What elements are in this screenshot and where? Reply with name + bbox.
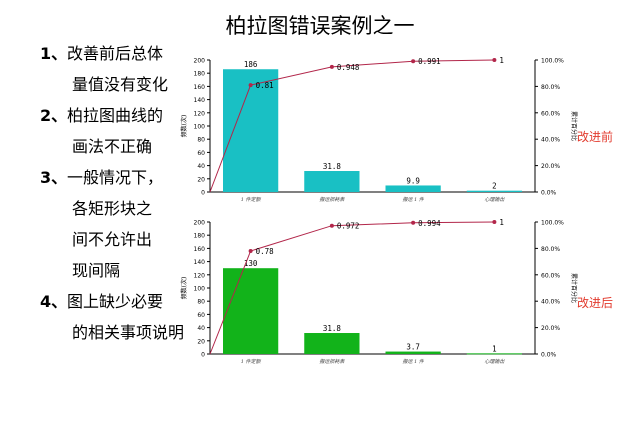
y2-tick-label: 20.0% xyxy=(541,163,560,170)
point-2-line-2: 画法不正确 xyxy=(72,137,153,156)
y2-tick-label: 0.0% xyxy=(541,190,557,197)
y-tick-label: 120 xyxy=(194,272,206,279)
category-label: 心理输出 xyxy=(484,358,505,364)
cumulative-point xyxy=(248,249,253,254)
y-tick-label: 0 xyxy=(201,190,205,197)
bar-2 xyxy=(304,333,360,354)
bar-3 xyxy=(385,351,441,354)
y-tick-label: 80 xyxy=(197,137,205,144)
cumulative-label: 0.81 xyxy=(256,81,274,90)
y2-tick-label: 80.0% xyxy=(541,84,560,91)
y-tick-label: 40 xyxy=(197,325,205,332)
y2-tick-label: 40.0% xyxy=(541,137,560,144)
points-list: 1、改善前后总体 量值没有变化 2、柏拉图曲线的 画法不正确 3、一般情况下， … xyxy=(40,38,200,348)
pareto-chart-after: 0 20 40 60 80 100 120 140 160 180 200 0.0% 20.0% 40.0… xyxy=(170,214,630,364)
cumulative-point xyxy=(329,223,334,228)
category-label: 1 件定额 xyxy=(241,358,262,364)
y2-tick-label: 100.0% xyxy=(541,220,564,227)
cumulative-label: 0.994 xyxy=(418,219,441,228)
slide-title: 柏拉图错误案例之一 xyxy=(225,14,415,38)
bar-value-label: 1 xyxy=(492,344,497,353)
category-label: 搬运损耗表 xyxy=(319,358,345,364)
cumulative-label: 0.948 xyxy=(337,63,360,72)
category-label: 搬运 1 件 xyxy=(402,358,424,364)
y-tick-label: 180 xyxy=(194,233,206,240)
y-tick-label: 200 xyxy=(194,58,206,65)
y-tick-label: 140 xyxy=(194,97,206,104)
y2-tick-label: 60.0% xyxy=(541,272,560,279)
y-axis-title: 频数(次) xyxy=(180,115,188,138)
point-1-line-1: 1、改善前后总体 xyxy=(40,44,164,63)
y-tick-label: 160 xyxy=(194,84,206,91)
point-4-line-1: 4、图上缺少必要 xyxy=(40,292,164,311)
bar-value-label: 3.7 xyxy=(406,343,420,352)
point-4-line-2: 的相关事项说明 xyxy=(72,323,185,342)
point-3-line-4: 现间隔 xyxy=(72,261,121,280)
cumulative-point xyxy=(329,64,334,69)
point-2-line-1: 2、柏拉图曲线的 xyxy=(40,106,164,125)
category-label: 心理输出 xyxy=(484,196,505,202)
cumulative-point xyxy=(411,220,416,225)
y2-tick-label: 80.0% xyxy=(541,246,560,253)
cumulative-label: 0.991 xyxy=(418,57,441,66)
y-tick-label: 160 xyxy=(194,246,206,253)
cumulative-point xyxy=(411,59,416,64)
cumulative-point xyxy=(492,220,497,224)
y-axis-title: 频数(次) xyxy=(180,277,188,300)
y2-axis-title: 累计百分比 xyxy=(570,273,578,303)
bar-value-label: 186 xyxy=(244,60,258,69)
bar-3 xyxy=(385,185,441,192)
y-tick-label: 20 xyxy=(197,338,205,345)
y-tick-label: 60 xyxy=(197,150,205,157)
point-3-line-2: 各矩形块之 xyxy=(72,199,153,218)
y-tick-label: 60 xyxy=(197,312,205,319)
y-tick-label: 180 xyxy=(194,71,206,78)
bar-value-label: 2 xyxy=(492,182,497,191)
cumulative-label: 0.972 xyxy=(337,222,360,231)
cumulative-label: 0.78 xyxy=(256,247,275,256)
cumulative-label: 1 xyxy=(499,218,504,227)
y-tick-label: 80 xyxy=(197,299,205,306)
y-tick-label: 40 xyxy=(197,163,205,170)
y-tick-label: 200 xyxy=(194,220,206,227)
y2-tick-label: 60.0% xyxy=(541,110,560,117)
point-3-line-3: 间不允许出 xyxy=(72,230,153,249)
y2-tick-label: 0.0% xyxy=(541,352,557,359)
after-label: 改进后 xyxy=(577,296,614,310)
bar-1 xyxy=(223,69,279,192)
y-tick-label: 100 xyxy=(194,286,206,293)
category-label: 1 件定额 xyxy=(241,196,262,202)
pareto-chart-before-svg: 0 20 40 60 80 100 120 140 160 180 200 0.0% 20.0% 40.0… xyxy=(180,56,578,202)
bar-1 xyxy=(223,268,279,354)
bar-value-label: 130 xyxy=(244,259,258,268)
y-tick-label: 20 xyxy=(197,176,205,183)
y2-tick-label: 20.0% xyxy=(541,325,560,332)
category-label: 搬运损耗表 xyxy=(319,196,345,202)
bar-value-label: 31.8 xyxy=(323,162,342,171)
cumulative-point xyxy=(492,58,497,62)
bar-value-label: 31.8 xyxy=(323,324,342,333)
y-tick-label: 100 xyxy=(194,124,206,131)
y-tick-label: 140 xyxy=(194,259,206,266)
before-label: 改进前 xyxy=(577,130,614,144)
y-tick-label: 120 xyxy=(194,110,206,117)
bar-2 xyxy=(304,171,360,192)
y-tick-label: 0 xyxy=(201,352,205,359)
pareto-chart-before: 0 20 40 60 80 100 120 140 160 180 200 0.0% 20.0% 40.0… xyxy=(170,52,630,202)
cumulative-label: 1 xyxy=(499,56,504,65)
y2-tick-label: 100.0% xyxy=(541,58,564,65)
cumulative-point xyxy=(248,83,253,88)
bar-value-label: 9.9 xyxy=(406,176,420,185)
point-3-line-1: 3、一般情况下， xyxy=(40,168,164,187)
y2-axis-title: 累计百分比 xyxy=(570,111,578,141)
bar-4 xyxy=(466,353,522,355)
y2-tick-label: 40.0% xyxy=(541,299,560,306)
point-1-line-2: 量值没有变化 xyxy=(72,75,169,94)
category-label: 搬运 1 件 xyxy=(402,196,424,202)
bar-4 xyxy=(466,190,522,192)
pareto-chart-after-svg: 0 20 40 60 80 100 120 140 160 180 200 0.0% 20.0% 40.0… xyxy=(180,218,578,364)
